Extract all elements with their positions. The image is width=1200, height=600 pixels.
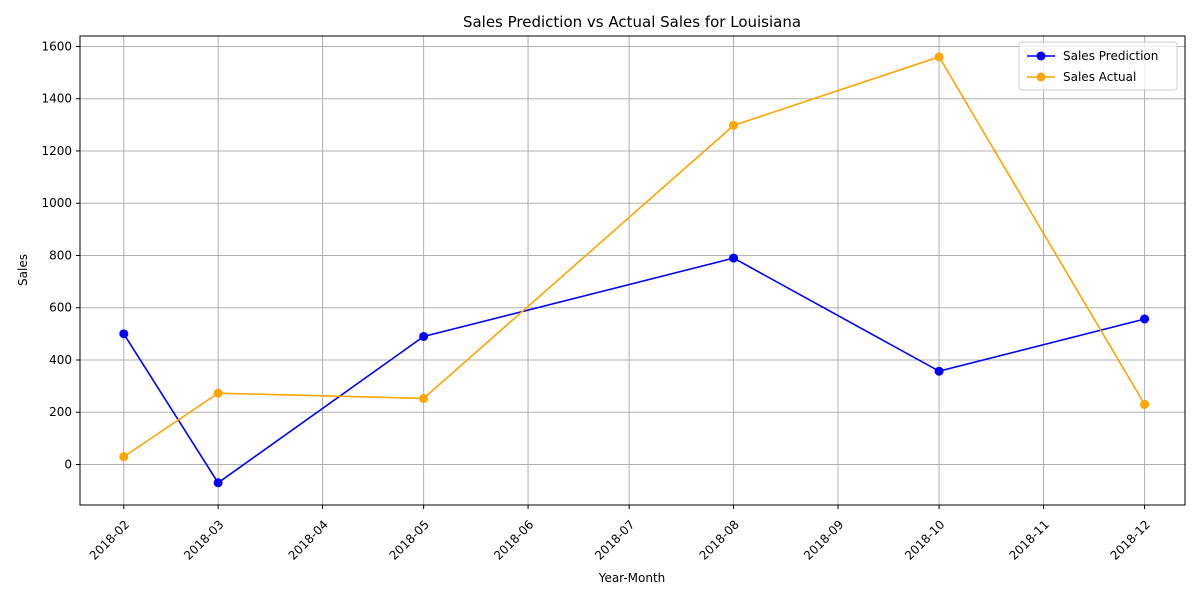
x-tick-label: 2018-02 xyxy=(87,517,132,562)
x-tick-label: 2018-12 xyxy=(1108,517,1153,562)
x-tick-label: 2018-05 xyxy=(387,517,432,562)
grid-lines xyxy=(80,36,1185,505)
data-point xyxy=(729,253,739,263)
plot-area-frame xyxy=(79,35,1186,506)
y-tick-label: 1600 xyxy=(41,39,72,53)
y-tick-label: 1200 xyxy=(41,144,72,158)
y-tick-label: 800 xyxy=(49,248,72,262)
x-tick-label: 2018-04 xyxy=(286,517,331,562)
x-tick-label: 2018-06 xyxy=(491,517,536,562)
chart-title: Sales Prediction vs Actual Sales for Lou… xyxy=(463,13,801,31)
x-tick-label: 2018-10 xyxy=(902,517,947,562)
y-axis-ticks: 0 200 400 600 800 1000 1200 1400 1600 xyxy=(41,39,80,472)
data-point xyxy=(119,329,129,339)
y-axis-label: Sales xyxy=(16,254,30,286)
data-point xyxy=(419,393,429,403)
x-tick-label: 2018-11 xyxy=(1006,517,1051,562)
data-point xyxy=(1140,314,1150,324)
series-sales-prediction xyxy=(119,253,1150,488)
data-point xyxy=(934,52,944,62)
y-tick-label: 600 xyxy=(49,301,72,315)
y-tick-label: 1000 xyxy=(41,196,72,210)
data-point xyxy=(1140,399,1150,409)
legend-marker xyxy=(1036,51,1046,61)
legend-label: Sales Prediction xyxy=(1063,49,1158,63)
series-line xyxy=(123,257,1145,484)
series-layer xyxy=(119,52,1150,488)
y-tick-label: 1400 xyxy=(41,92,72,106)
y-tick-label: 400 xyxy=(49,353,72,367)
y-tick-label: 0 xyxy=(64,458,72,472)
x-axis-ticks: 2018-02 2018-03 2018-04 2018-05 2018-06 2018-… xyxy=(87,505,1153,563)
x-tick-label: 2018-03 xyxy=(181,517,226,562)
x-tick-label: 2018-09 xyxy=(801,517,846,562)
data-point xyxy=(934,366,944,376)
data-point xyxy=(419,331,429,341)
y-tick-label: 200 xyxy=(49,405,72,419)
x-tick-label: 2018-07 xyxy=(592,517,637,562)
legend-frame xyxy=(1018,41,1178,91)
legend-label: Sales Actual xyxy=(1063,70,1136,84)
x-tick-label: 2018-08 xyxy=(697,517,742,562)
data-point xyxy=(213,478,223,488)
series-line xyxy=(123,55,1146,458)
data-point xyxy=(119,452,129,462)
legend: Sales Prediction Sales Actual xyxy=(1018,41,1178,91)
data-point xyxy=(213,388,223,398)
x-axis-label: Year-Month xyxy=(598,571,666,585)
series-sales-actual xyxy=(119,52,1150,462)
legend-marker xyxy=(1036,72,1046,82)
data-point xyxy=(729,120,739,130)
